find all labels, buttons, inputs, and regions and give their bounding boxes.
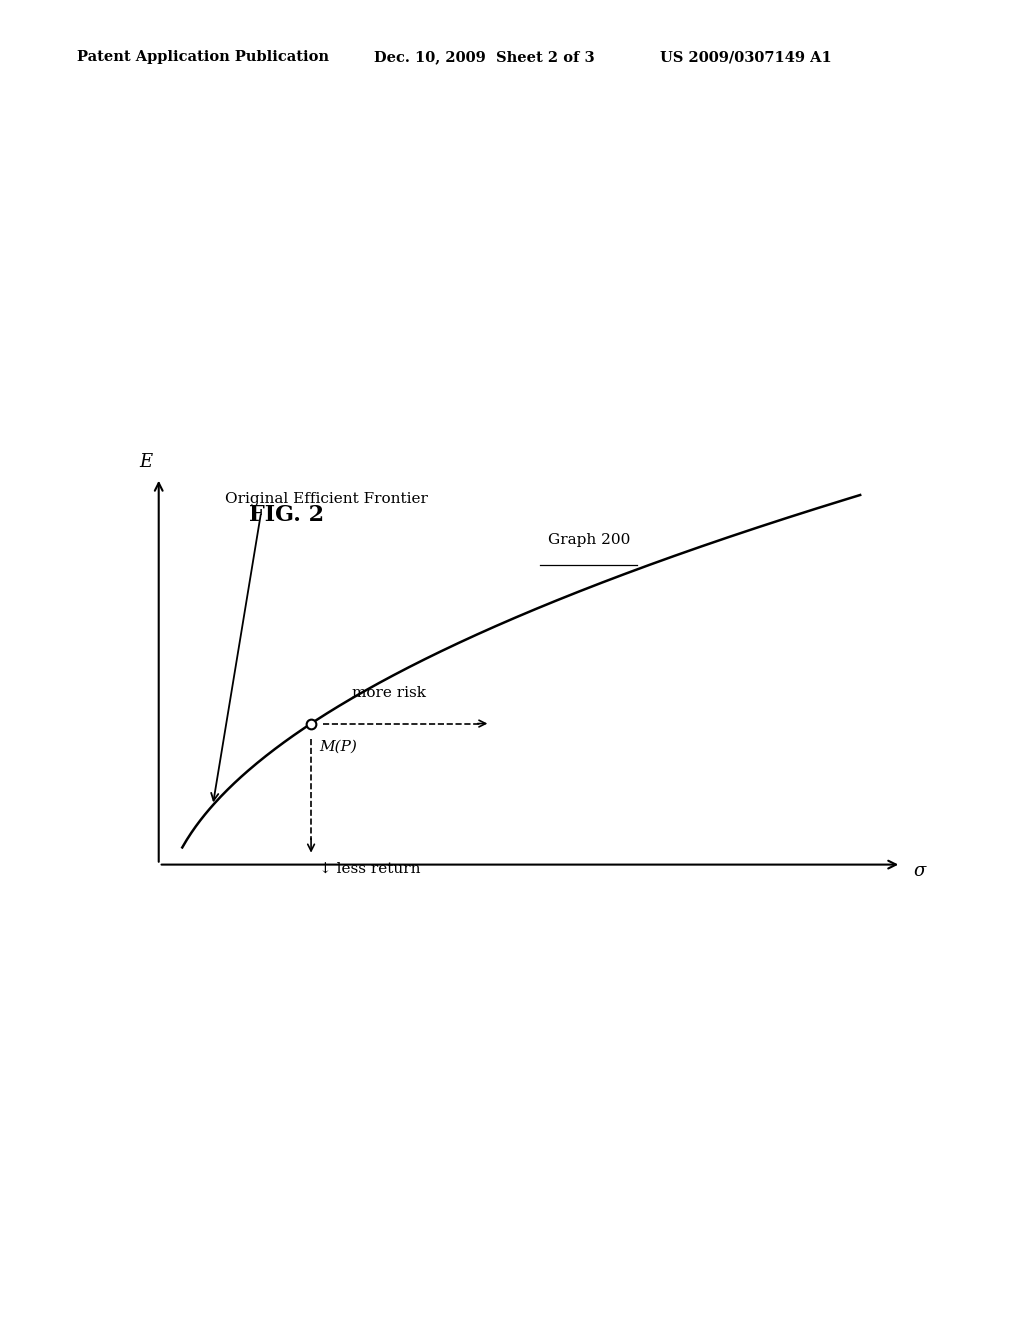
Text: ↓ less return: ↓ less return xyxy=(319,862,421,876)
Text: Original Efficient Frontier: Original Efficient Frontier xyxy=(225,492,428,507)
Text: FIG. 2: FIG. 2 xyxy=(249,504,325,527)
Text: σ: σ xyxy=(913,862,926,880)
Text: E: E xyxy=(139,453,152,471)
Text: M(P): M(P) xyxy=(319,739,357,754)
Text: Patent Application Publication: Patent Application Publication xyxy=(77,50,329,65)
Text: Graph 200: Graph 200 xyxy=(548,533,630,548)
Text: more risk: more risk xyxy=(352,686,426,700)
Text: US 2009/0307149 A1: US 2009/0307149 A1 xyxy=(660,50,833,65)
Text: Dec. 10, 2009  Sheet 2 of 3: Dec. 10, 2009 Sheet 2 of 3 xyxy=(374,50,594,65)
